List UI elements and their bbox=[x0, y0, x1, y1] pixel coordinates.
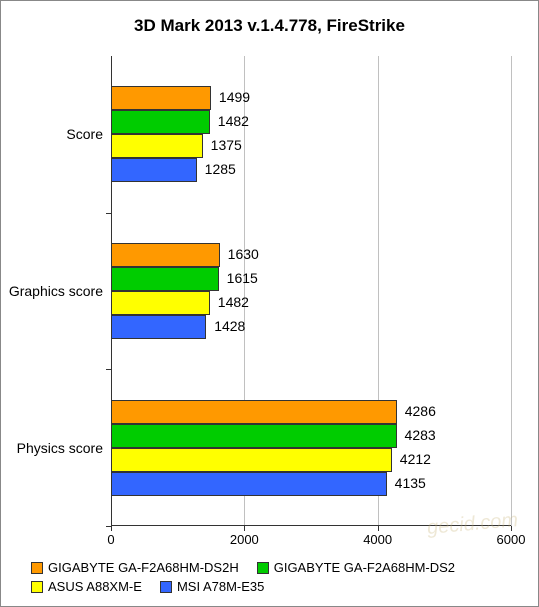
bar-value-label: 4135 bbox=[395, 475, 426, 491]
bar bbox=[111, 448, 392, 472]
bar-value-label: 4286 bbox=[405, 403, 436, 419]
x-axis bbox=[111, 525, 511, 526]
bar-value-label: 1615 bbox=[227, 270, 258, 286]
x-tick-label: 2000 bbox=[224, 532, 264, 547]
category-label: Graphics score bbox=[3, 283, 103, 299]
bar-value-label: 1499 bbox=[219, 89, 250, 105]
legend-swatch bbox=[31, 562, 43, 574]
x-tick-label: 0 bbox=[91, 532, 131, 547]
tick-mark bbox=[111, 526, 112, 531]
x-tick-label: 4000 bbox=[358, 532, 398, 547]
bar-value-label: 1375 bbox=[211, 137, 242, 153]
bar bbox=[111, 86, 211, 110]
chart-title: 3D Mark 2013 v.1.4.778, FireStrike bbox=[1, 1, 538, 36]
bar-value-label: 1630 bbox=[228, 246, 259, 262]
category-label: Score bbox=[3, 126, 103, 142]
bar bbox=[111, 267, 219, 291]
legend-swatch bbox=[31, 581, 43, 593]
legend-label: ASUS A88XM-E bbox=[48, 579, 142, 594]
legend-item: GIGABYTE GA-F2A68HM-DS2H bbox=[31, 560, 239, 575]
y-tick bbox=[106, 369, 111, 370]
legend-item: GIGABYTE GA-F2A68HM-DS2 bbox=[257, 560, 455, 575]
bar bbox=[111, 424, 397, 448]
bar bbox=[111, 243, 220, 267]
bar-value-label: 1285 bbox=[205, 161, 236, 177]
bar-value-label: 1482 bbox=[218, 294, 249, 310]
plot-area: 0200040006000Score1499148213751285Graphi… bbox=[111, 56, 511, 526]
bar bbox=[111, 110, 210, 134]
legend-item: MSI A78M-E35 bbox=[160, 579, 264, 594]
y-tick bbox=[106, 526, 111, 527]
bar-value-label: 1428 bbox=[214, 318, 245, 334]
legend-swatch bbox=[160, 581, 172, 593]
bar-value-label: 1482 bbox=[218, 113, 249, 129]
y-tick bbox=[106, 213, 111, 214]
chart-container: 3D Mark 2013 v.1.4.778, FireStrike 0 2000… bbox=[0, 0, 539, 607]
bar bbox=[111, 472, 387, 496]
bar-value-label: 4212 bbox=[400, 451, 431, 467]
bar bbox=[111, 158, 197, 182]
tick-mark bbox=[511, 526, 512, 531]
tick-mark bbox=[378, 526, 379, 531]
legend-item: ASUS A88XM-E bbox=[31, 579, 142, 594]
legend-label: GIGABYTE GA-F2A68HM-DS2H bbox=[48, 560, 239, 575]
legend-swatch bbox=[257, 562, 269, 574]
tick-mark bbox=[244, 526, 245, 531]
grid-line bbox=[511, 56, 512, 526]
legend-label: GIGABYTE GA-F2A68HM-DS2 bbox=[274, 560, 455, 575]
bar bbox=[111, 315, 206, 339]
x-tick-label: 6000 bbox=[491, 532, 531, 547]
bar bbox=[111, 291, 210, 315]
category-label: Physics score bbox=[3, 440, 103, 456]
bar bbox=[111, 134, 203, 158]
legend: GIGABYTE GA-F2A68HM-DS2H GIGABYTE GA-F2A6… bbox=[31, 560, 528, 598]
bar-value-label: 4283 bbox=[405, 427, 436, 443]
bar bbox=[111, 400, 397, 424]
legend-label: MSI A78M-E35 bbox=[177, 579, 264, 594]
